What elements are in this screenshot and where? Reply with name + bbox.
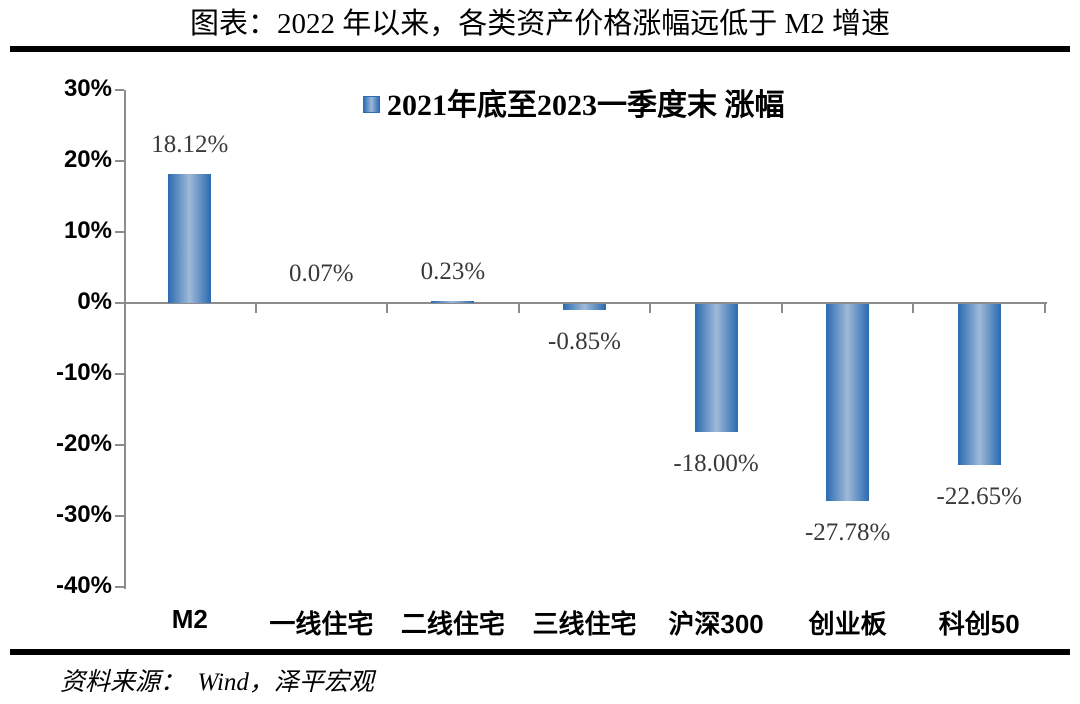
top-divider-rule — [10, 46, 1070, 52]
y-axis-tick — [115, 515, 124, 517]
y-axis-tick — [115, 231, 124, 233]
y-axis-label: -30% — [55, 501, 112, 528]
bar-创业板 — [826, 304, 870, 502]
category-label-沪深300: 沪深300 — [668, 609, 764, 639]
chart-title: 图表：2022 年以来，各类资产价格涨幅远低于 M2 增速 — [189, 8, 891, 40]
legend-marker-icon — [363, 95, 380, 113]
y-axis-label: 30% — [63, 75, 112, 102]
category-label-三线住宅: 三线住宅 — [532, 609, 637, 639]
x-axis-tick — [386, 303, 388, 313]
category-label-二线住宅: 二线住宅 — [400, 609, 505, 639]
category-label-一线住宅: 一线住宅 — [269, 609, 374, 639]
y-axis-tick — [115, 586, 124, 588]
x-axis-tick — [781, 303, 783, 313]
y-axis-label: -10% — [55, 359, 112, 386]
y-axis-tick — [115, 89, 124, 91]
y-axis-tick — [115, 373, 124, 375]
data-label-创业板: -27.78% — [804, 519, 891, 547]
data-label-二线住宅: 0.23% — [420, 258, 486, 286]
x-axis-tick — [518, 303, 520, 313]
bar-M2 — [168, 174, 212, 303]
bar-三线住宅 — [563, 304, 606, 311]
x-axis-tick — [255, 303, 257, 313]
y-axis-tick — [115, 160, 124, 162]
y-axis-label: -20% — [55, 430, 112, 457]
category-label-M2: M2 — [171, 604, 208, 634]
bottom-divider-rule — [10, 649, 1070, 655]
x-axis-tick — [649, 303, 651, 313]
legend-label: 2021年底至2023一季度末 涨幅 — [387, 89, 785, 122]
data-label-M2: 18.12% — [151, 131, 229, 159]
y-axis-label: 10% — [63, 217, 112, 244]
x-axis-line — [124, 302, 1047, 304]
source-note: 资料来源： Wind，泽平宏观 — [60, 669, 374, 696]
y-axis-line — [124, 90, 126, 589]
data-label-科创50: -22.65% — [936, 482, 1022, 510]
y-axis-tick — [115, 302, 124, 304]
bar-沪深300 — [694, 304, 738, 432]
y-axis-label: 0% — [77, 288, 112, 315]
data-label-沪深300: -18.00% — [673, 449, 759, 477]
data-label-三线住宅: -0.85% — [548, 328, 621, 356]
chart-legend: 2021年底至2023一季度末 涨幅 — [363, 82, 785, 122]
bar-科创50 — [957, 304, 1001, 465]
x-axis-tick — [912, 303, 914, 313]
category-label-科创50: 科创50 — [938, 609, 1020, 639]
data-label-一线住宅: 0.07% — [289, 259, 354, 287]
y-axis-tick — [115, 444, 124, 446]
x-axis-tick — [1044, 303, 1046, 313]
y-axis-label: 20% — [63, 146, 112, 173]
bar-二线住宅 — [431, 301, 475, 303]
y-axis-label: -40% — [55, 572, 112, 599]
category-label-创业板: 创业板 — [808, 609, 887, 639]
